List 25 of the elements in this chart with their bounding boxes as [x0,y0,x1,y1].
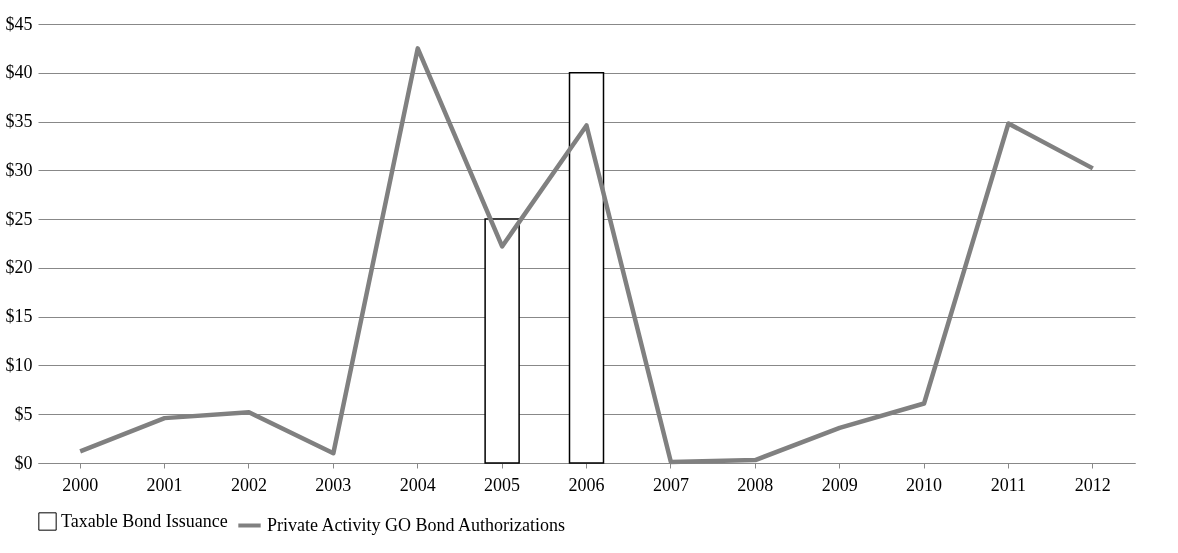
x-tick-label: 2000 [62,474,99,495]
x-tick-label: 2009 [821,474,858,495]
y-tick-label: $35 [5,111,33,132]
y-tick-label: $20 [5,257,33,278]
y-tick-label: $5 [14,403,33,424]
x-tick-label: 2005 [484,474,521,495]
legend-label: Taxable Bond Issuance [61,510,228,531]
y-tick-label: $30 [5,159,33,180]
y-tick-label: $15 [5,306,33,327]
x-tick-label: 2001 [146,474,183,495]
x-tick-label: 2007 [652,474,689,495]
y-tick-label: $10 [5,354,33,375]
x-tick-label: 2004 [399,474,436,495]
y-tick-label: $40 [5,62,33,83]
x-tick-label: 2011 [990,474,1027,495]
x-tick-label: 2006 [568,474,605,495]
x-tick-label: 2012 [1074,474,1111,495]
x-tick-label: 2003 [315,474,352,495]
y-tick-label: $45 [5,13,33,34]
y-tick-label: $0 [14,452,33,473]
x-tick-label: 2008 [737,474,774,495]
legend-label: Private Activity GO Bond Authorizations [267,514,565,535]
x-tick-label: 2010 [906,474,943,495]
x-tick-label: 2002 [230,474,267,495]
y-tick-label: $25 [5,208,33,229]
